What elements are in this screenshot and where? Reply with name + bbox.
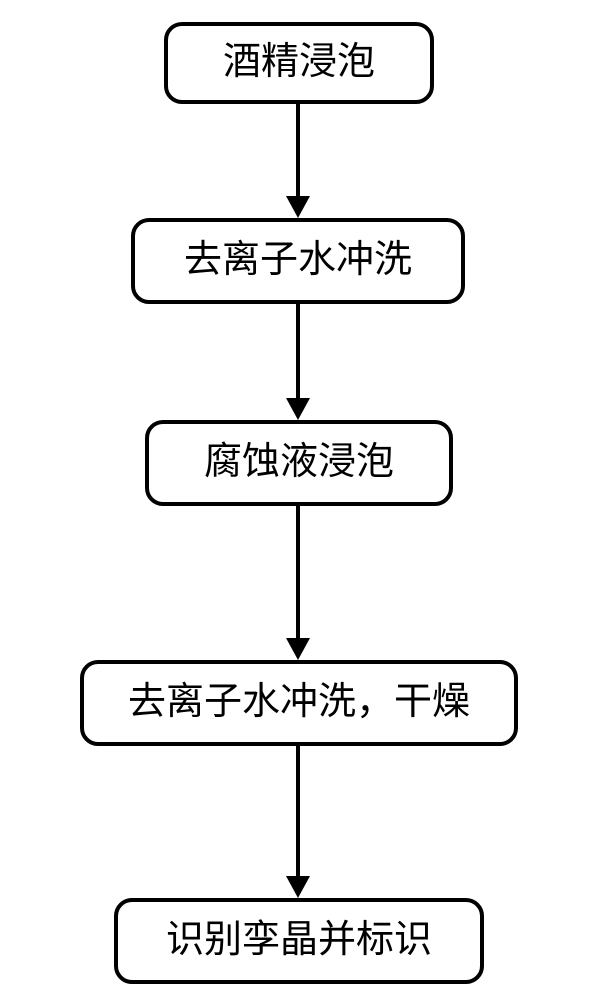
flow-arrow-head-icon <box>286 876 310 898</box>
flow-arrow-line <box>296 746 300 876</box>
flow-arrow-head-icon <box>286 196 310 218</box>
flow-arrow-line <box>296 304 300 398</box>
flow-node-label: 腐蚀液浸泡 <box>204 442 394 484</box>
flow-node-label: 酒精浸泡 <box>223 42 375 84</box>
flow-node: 识别孪晶并标识 <box>114 898 484 984</box>
flow-node: 去离子水冲洗 <box>131 218 465 304</box>
flow-node: 酒精浸泡 <box>164 22 434 104</box>
flow-node: 腐蚀液浸泡 <box>145 420 453 506</box>
flow-arrow-line <box>296 104 300 196</box>
flow-arrow-head-icon <box>286 638 310 660</box>
flow-node-label: 去离子水冲洗，干燥 <box>128 682 470 724</box>
flow-node: 去离子水冲洗，干燥 <box>80 660 518 746</box>
flowchart-container: 酒精浸泡 去离子水冲洗 腐蚀液浸泡 去离子水冲洗，干燥 识别孪晶并标识 <box>0 0 597 1000</box>
flow-node-label: 识别孪晶并标识 <box>166 920 432 962</box>
flow-node-label: 去离子水冲洗 <box>184 240 412 282</box>
flow-arrow-line <box>296 506 300 638</box>
flow-arrow-head-icon <box>286 398 310 420</box>
